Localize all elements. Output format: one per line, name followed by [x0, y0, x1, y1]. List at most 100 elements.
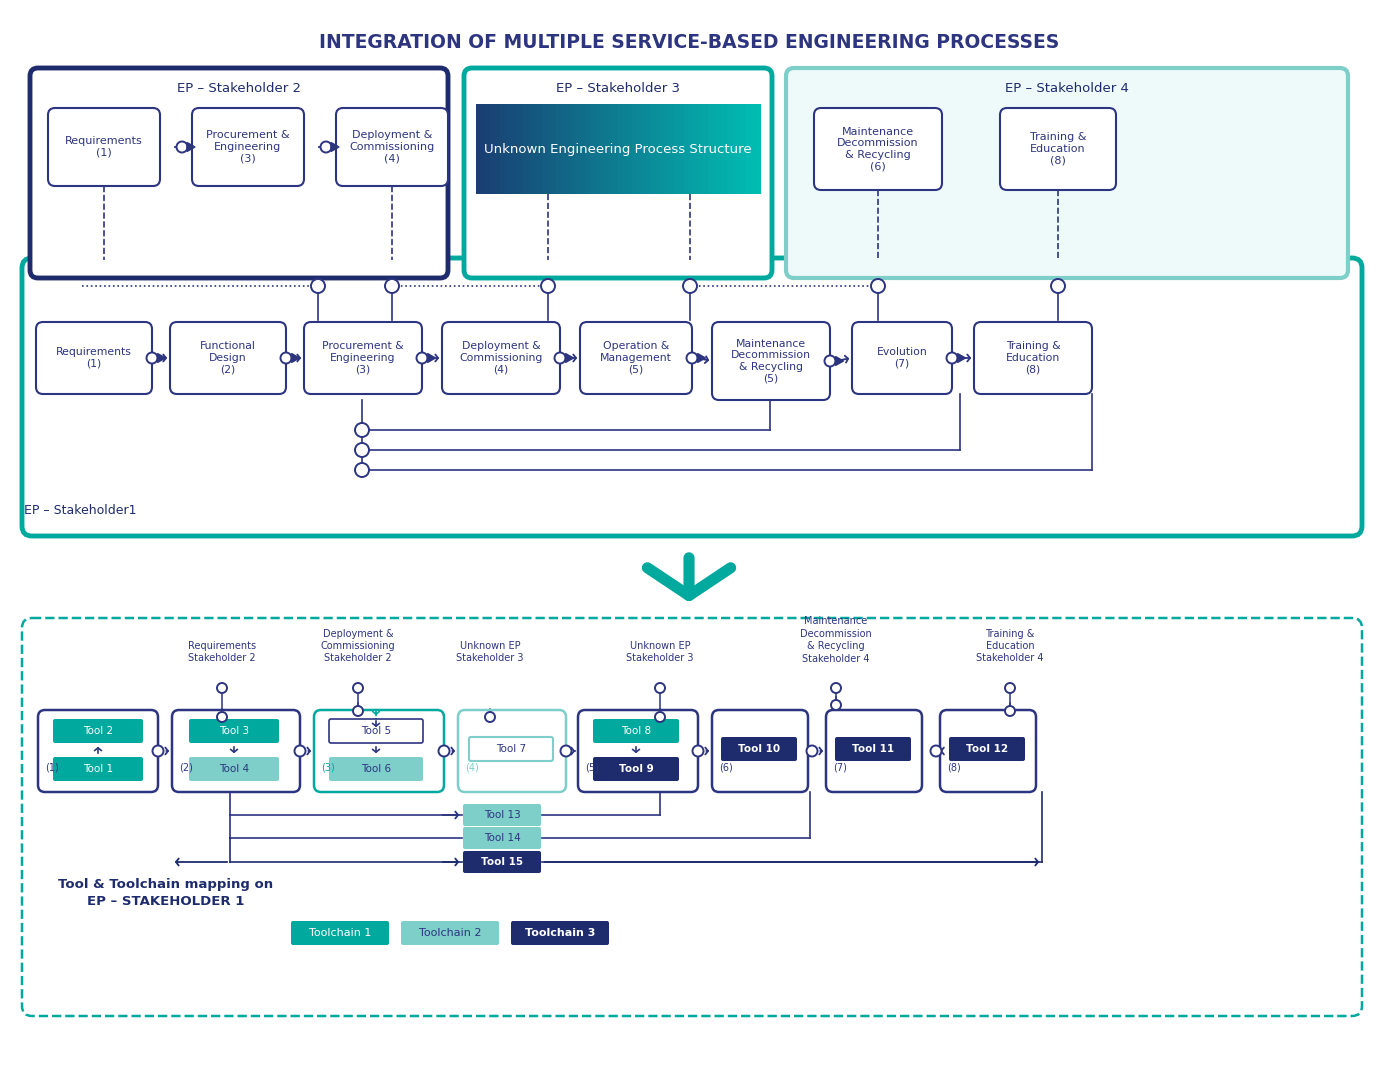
Bar [665, 104, 672, 194]
FancyBboxPatch shape [291, 921, 389, 944]
Circle shape [1005, 706, 1015, 716]
Circle shape [485, 712, 495, 722]
Bar [571, 104, 576, 194]
FancyBboxPatch shape [52, 757, 143, 781]
Text: Requirements
(1): Requirements (1) [65, 136, 143, 158]
FancyBboxPatch shape [172, 710, 301, 792]
Text: Toolchain 3: Toolchain 3 [525, 928, 596, 938]
Bar [699, 104, 705, 194]
Circle shape [354, 463, 370, 477]
Circle shape [1005, 683, 1015, 693]
Bar [647, 104, 652, 194]
Text: Requirements
Stakeholder 2: Requirements Stakeholder 2 [188, 641, 256, 663]
Bar [499, 104, 505, 194]
Circle shape [217, 712, 228, 722]
Bar [514, 104, 520, 194]
Circle shape [872, 279, 885, 293]
Bar [690, 104, 695, 194]
Text: Unknown Engineering Process Structure: Unknown Engineering Process Structure [484, 143, 752, 156]
Text: (5): (5) [585, 762, 598, 773]
Text: Tool 14: Tool 14 [484, 833, 520, 843]
Text: Procurement &
Engineering
(3): Procurement & Engineering (3) [323, 341, 404, 374]
Bar [736, 104, 742, 194]
Bar [727, 104, 732, 194]
Bar [594, 104, 600, 194]
Text: (8): (8) [947, 762, 961, 773]
Text: Requirements
(1): Requirements (1) [57, 348, 132, 369]
FancyBboxPatch shape [336, 108, 448, 185]
Bar [547, 104, 553, 194]
FancyBboxPatch shape [401, 921, 499, 944]
Bar [741, 104, 747, 194]
Circle shape [320, 142, 331, 152]
Circle shape [353, 683, 363, 693]
Bar [723, 104, 728, 194]
Polygon shape [427, 354, 436, 362]
FancyBboxPatch shape [463, 68, 772, 278]
Circle shape [692, 745, 703, 757]
FancyBboxPatch shape [39, 710, 159, 792]
FancyBboxPatch shape [581, 322, 692, 394]
Text: EP – Stakeholder 4: EP – Stakeholder 4 [1005, 81, 1129, 95]
FancyBboxPatch shape [712, 322, 830, 400]
Bar [476, 104, 481, 194]
FancyBboxPatch shape [443, 322, 560, 394]
Text: Tool 2: Tool 2 [83, 726, 113, 736]
FancyBboxPatch shape [170, 322, 285, 394]
Bar [703, 104, 709, 194]
Bar [746, 104, 752, 194]
Bar [756, 104, 761, 194]
FancyBboxPatch shape [814, 108, 942, 190]
Bar [505, 104, 510, 194]
FancyBboxPatch shape [189, 757, 279, 781]
FancyBboxPatch shape [458, 710, 565, 792]
Polygon shape [565, 354, 574, 362]
Circle shape [146, 353, 157, 364]
Text: EP – Stakeholder 2: EP – Stakeholder 2 [177, 81, 301, 95]
FancyBboxPatch shape [721, 737, 797, 761]
FancyBboxPatch shape [949, 737, 1025, 761]
Circle shape [295, 745, 306, 757]
Text: Maintenance
Decommission
& Recycling
Stakeholder 4: Maintenance Decommission & Recycling Sta… [800, 616, 872, 664]
Circle shape [832, 683, 841, 693]
Bar [552, 104, 557, 194]
Bar [707, 104, 714, 194]
Circle shape [832, 700, 841, 710]
Circle shape [541, 279, 554, 293]
Bar [632, 104, 638, 194]
FancyBboxPatch shape [192, 108, 303, 185]
Bar [509, 104, 514, 194]
Circle shape [807, 745, 818, 757]
FancyBboxPatch shape [593, 757, 678, 781]
FancyBboxPatch shape [578, 710, 698, 792]
Text: Tool 9: Tool 9 [619, 764, 654, 774]
FancyBboxPatch shape [463, 804, 541, 826]
FancyBboxPatch shape [330, 718, 423, 743]
Circle shape [554, 353, 565, 364]
Text: Operation &
Management
(5): Operation & Management (5) [600, 341, 672, 374]
Bar [651, 104, 656, 194]
Text: Tool 11: Tool 11 [852, 744, 894, 754]
Text: (4): (4) [465, 762, 479, 773]
Bar [604, 104, 610, 194]
Text: Training &
Education
(8): Training & Education (8) [1030, 132, 1087, 165]
Polygon shape [331, 143, 339, 151]
Circle shape [153, 745, 164, 757]
Text: Tool & Toolchain mapping on
EP – STAKEHOLDER 1: Tool & Toolchain mapping on EP – STAKEHO… [58, 878, 273, 908]
FancyBboxPatch shape [330, 757, 423, 781]
Bar [656, 104, 662, 194]
Bar [524, 104, 530, 194]
Polygon shape [291, 354, 299, 362]
FancyBboxPatch shape [30, 68, 448, 278]
Bar [641, 104, 647, 194]
Text: EP – Stakeholder1: EP – Stakeholder1 [23, 503, 137, 517]
Bar [627, 104, 633, 194]
Bar [528, 104, 534, 194]
Circle shape [385, 279, 399, 293]
Circle shape [354, 423, 370, 437]
Text: Training &
Education
(8): Training & Education (8) [1005, 341, 1060, 374]
Text: (6): (6) [718, 762, 732, 773]
Text: Tool 3: Tool 3 [219, 726, 250, 736]
FancyBboxPatch shape [314, 710, 444, 792]
Bar [561, 104, 567, 194]
